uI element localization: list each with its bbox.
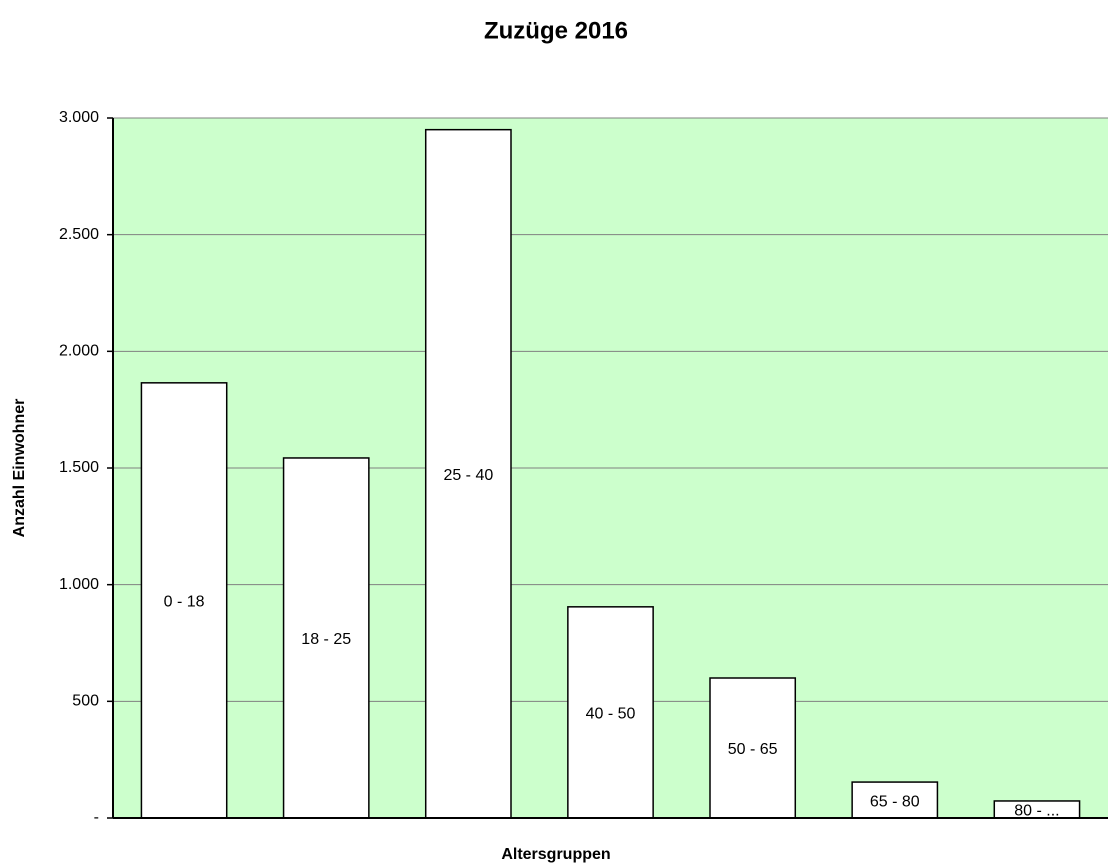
- bar-category-label: 25 - 40: [443, 467, 493, 484]
- y-tick-label: 2.500: [59, 226, 99, 243]
- bar-category-label: 50 - 65: [728, 741, 778, 758]
- y-tick-label: 2.000: [59, 343, 99, 360]
- y-tick-label: 1.500: [59, 459, 99, 476]
- bar: [851, 781, 939, 819]
- bar: [140, 382, 228, 819]
- y-tick-label: 1.000: [59, 576, 99, 593]
- chart-title: Zuzüge 2016: [484, 17, 628, 44]
- bar: [567, 606, 654, 819]
- bar-category-label: 80 - ...: [1014, 803, 1059, 820]
- y-tick-label: 3.000: [59, 109, 99, 126]
- y-tick-label: 500: [72, 693, 99, 710]
- bar: [709, 677, 797, 819]
- y-tick-label: -: [94, 809, 99, 826]
- bar-category-label: 0 - 18: [164, 594, 205, 611]
- bar: [424, 128, 512, 819]
- y-axis-label: Anzahl Einwohner: [11, 399, 28, 538]
- bar-category-label: 18 - 25: [301, 631, 351, 648]
- bar: [282, 457, 370, 819]
- bar-category-label: 65 - 80: [870, 793, 920, 810]
- bar-category-label: 40 - 50: [586, 706, 636, 723]
- x-axis-label: Altersgruppen: [501, 846, 610, 863]
